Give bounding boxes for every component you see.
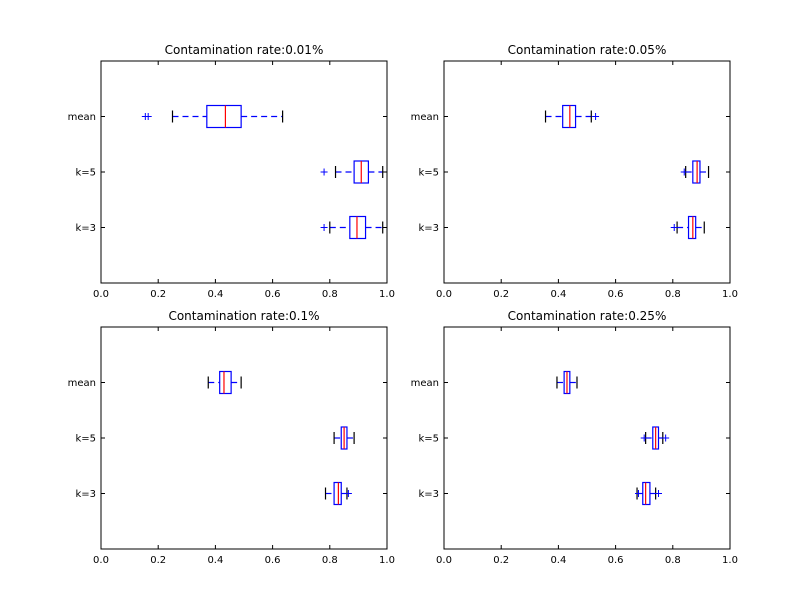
iqr-box	[219, 370, 232, 395]
x-tick-label: 0.8	[665, 289, 681, 300]
x-tick-label: 0.2	[493, 555, 509, 566]
box-k5	[320, 160, 384, 184]
iqr-box	[687, 215, 697, 240]
subplot-title: Contamination rate:0.1%	[168, 309, 319, 323]
subplot-3: Contamination rate:0.1% 0.0 0.2 0.4 0.6 0.8 1.…	[68, 309, 395, 566]
y-tick-label: k=3	[75, 489, 96, 500]
box-mean	[207, 370, 242, 395]
iqr-box	[349, 215, 367, 240]
y-tick-label: mean	[411, 378, 439, 389]
outlier-marker	[634, 490, 642, 497]
subplot-title: Contamination rate:0.25%	[508, 309, 667, 323]
outlier-marker	[680, 168, 688, 176]
iqr-box	[642, 481, 651, 506]
y-tick-label: k=5	[75, 168, 96, 179]
x-tick-label: 0.6	[608, 555, 624, 566]
x-tick-label: 0.4	[550, 555, 566, 566]
box-k3	[324, 481, 352, 506]
subplot-1: Contamination rate:0.01% 0.0 0.2 0.4 0.6 0.8 1…	[68, 43, 395, 300]
y-tick-label: k=5	[418, 434, 439, 445]
box-k5	[680, 160, 710, 184]
box-k5	[640, 426, 670, 450]
x-tick-label: 1.0	[722, 289, 738, 300]
iqr-box	[562, 104, 577, 129]
box-mean	[556, 370, 578, 395]
box-k3	[634, 481, 662, 506]
axes-frame	[443, 60, 731, 284]
y-tick-label: k=5	[75, 434, 96, 445]
outlier-marker	[655, 490, 662, 497]
outlier-marker	[344, 490, 352, 497]
outlier-marker	[144, 113, 152, 120]
box-k3	[670, 215, 705, 240]
y-tick-label: mean	[68, 112, 96, 123]
box-k5	[333, 426, 355, 450]
x-tick-label: 0.0	[93, 289, 109, 300]
x-tick-label: 0.6	[265, 555, 281, 566]
iqr-box	[333, 481, 342, 506]
x-tick-label: 0.4	[207, 555, 223, 566]
iqr-box	[206, 104, 242, 129]
outlier-marker	[662, 434, 670, 442]
outlier-marker	[592, 113, 600, 120]
box-mean	[544, 104, 600, 129]
outlier-marker	[320, 224, 328, 231]
axes-frame	[443, 326, 731, 550]
x-tick-label: 1.0	[379, 289, 395, 300]
y-tick-label: k=3	[418, 223, 439, 234]
subplot-4: Contamination rate:0.25% 0.0 0.2 0.4 0.6 0.8 1…	[411, 309, 738, 566]
box-k3	[320, 215, 384, 240]
outlier-marker	[640, 434, 648, 442]
x-tick-label: 0.0	[436, 555, 452, 566]
y-tick-label: k=3	[418, 489, 439, 500]
x-tick-label: 0.8	[322, 555, 338, 566]
x-tick-label: 0.8	[322, 289, 338, 300]
axes-frame	[100, 326, 388, 550]
x-tick-label: 0.2	[150, 555, 166, 566]
x-tick-label: 0.2	[150, 289, 166, 300]
x-tick-label: 0.0	[436, 289, 452, 300]
subplot-title: Contamination rate:0.05%	[508, 43, 667, 57]
y-tick-label: mean	[411, 112, 439, 123]
x-tick-label: 0.6	[608, 289, 624, 300]
y-tick-label: mean	[68, 378, 96, 389]
x-tick-label: 0.0	[93, 555, 109, 566]
x-tick-label: 0.4	[207, 289, 223, 300]
y-tick-label: k=3	[75, 223, 96, 234]
axes-frame	[100, 60, 388, 284]
x-tick-label: 0.4	[550, 289, 566, 300]
x-tick-label: 1.0	[722, 555, 738, 566]
subplot-2: Contamination rate:0.05% 0.0 0.2 0.4 0.6 0.8 1…	[411, 43, 738, 300]
x-tick-label: 0.6	[265, 289, 281, 300]
x-tick-label: 0.2	[493, 289, 509, 300]
box-mean	[141, 104, 284, 129]
subplot-title: Contamination rate:0.01%	[165, 43, 324, 57]
iqr-box	[692, 160, 701, 184]
outlier-marker	[670, 224, 678, 231]
x-tick-label: 1.0	[379, 555, 395, 566]
outlier-marker	[320, 168, 328, 176]
y-tick-label: k=5	[418, 168, 439, 179]
x-tick-label: 0.8	[665, 555, 681, 566]
